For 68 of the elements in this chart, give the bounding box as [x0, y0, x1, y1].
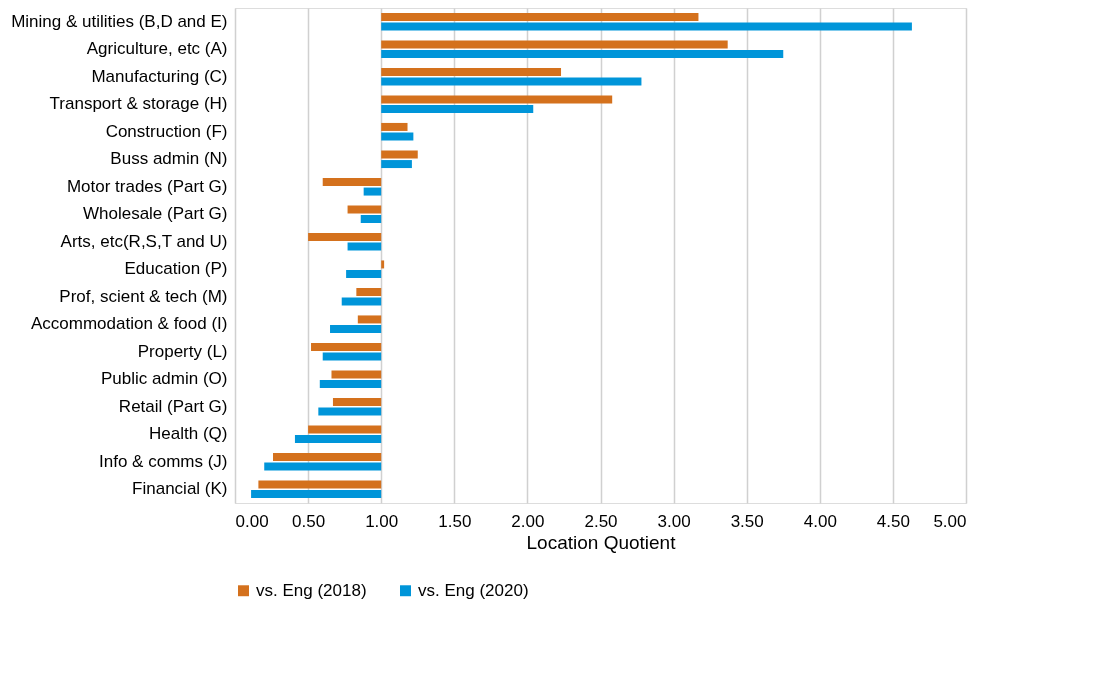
bar [356, 287, 382, 296]
bar [347, 205, 382, 214]
bar [381, 160, 412, 169]
bar [308, 425, 382, 434]
x-tick-label: 3.50 [730, 511, 764, 531]
bar [318, 407, 382, 416]
y-tick-label: Manufacturing (C) [91, 66, 228, 86]
y-tick-label: Public admin (O) [100, 369, 228, 389]
bar [381, 12, 699, 21]
bar [381, 260, 385, 269]
y-tick-label: Prof, scient & tech (M) [59, 286, 228, 306]
y-tick-label: Health (Q) [149, 424, 228, 444]
bar [264, 462, 382, 471]
legend-label: vs. Eng (2020) [418, 580, 529, 600]
y-tick-label: Construction (F) [105, 121, 228, 141]
y-tick-label: Financial (K) [132, 479, 228, 499]
bar [381, 77, 642, 86]
legend-label: vs. Eng (2018) [256, 580, 367, 600]
bar [347, 242, 382, 251]
bar [330, 325, 382, 334]
bar [308, 232, 382, 241]
bar [332, 397, 382, 406]
x-tick-label: 3.00 [657, 511, 691, 531]
x-tick-label: 4.50 [876, 511, 910, 531]
x-axis-title: Location Quotient [526, 531, 677, 553]
y-tick-label: Wholesale (Part G) [82, 204, 228, 224]
y-tick-label: Buss admin (N) [110, 149, 228, 169]
y-tick-label: Retail (Part G) [118, 396, 228, 416]
y-tick-label: Motor trades (Part G) [66, 176, 228, 196]
x-tick-label: 4.00 [803, 511, 837, 531]
x-tick-label: 5.00 [933, 511, 967, 531]
bar [381, 95, 613, 104]
bar [363, 187, 382, 196]
bar [251, 490, 382, 499]
y-tick-label: Mining & utilities (B,D and E) [11, 11, 228, 31]
x-tick-label: 2.50 [584, 511, 618, 531]
x-tick-label: 0.50 [292, 511, 326, 531]
bar [322, 352, 382, 361]
x-tick-label: 1.00 [365, 511, 399, 531]
bar [346, 270, 382, 279]
y-tick-label: Agriculture, etc (A) [86, 39, 228, 59]
bar [381, 67, 562, 76]
bar [381, 122, 408, 131]
bar [357, 315, 382, 324]
y-tick-label: Info & comms (J) [99, 451, 228, 471]
bar [319, 380, 382, 389]
y-tick-label: Education (P) [124, 259, 228, 279]
bar [381, 22, 912, 31]
bar [381, 40, 728, 49]
y-tick-label: Accommodation & food (I) [30, 314, 228, 334]
bar [381, 105, 534, 114]
y-tick-label: Arts, etc(R,S,T and U) [60, 231, 228, 251]
bar [331, 370, 382, 379]
x-tick-label: 2.00 [511, 511, 545, 531]
bar [294, 435, 382, 444]
x-tick-label: 1.50 [438, 511, 472, 531]
bar [381, 50, 784, 59]
bar [311, 342, 382, 351]
y-tick-label: Property (L) [137, 341, 228, 361]
x-tick-label: 0.00 [235, 511, 269, 531]
bar [273, 452, 382, 461]
bar [322, 177, 382, 186]
bar [258, 480, 382, 489]
bar [381, 150, 418, 159]
bar [360, 215, 382, 224]
bar [341, 297, 382, 306]
y-tick-label: Transport & storage (H) [49, 94, 228, 114]
bar [381, 132, 414, 141]
